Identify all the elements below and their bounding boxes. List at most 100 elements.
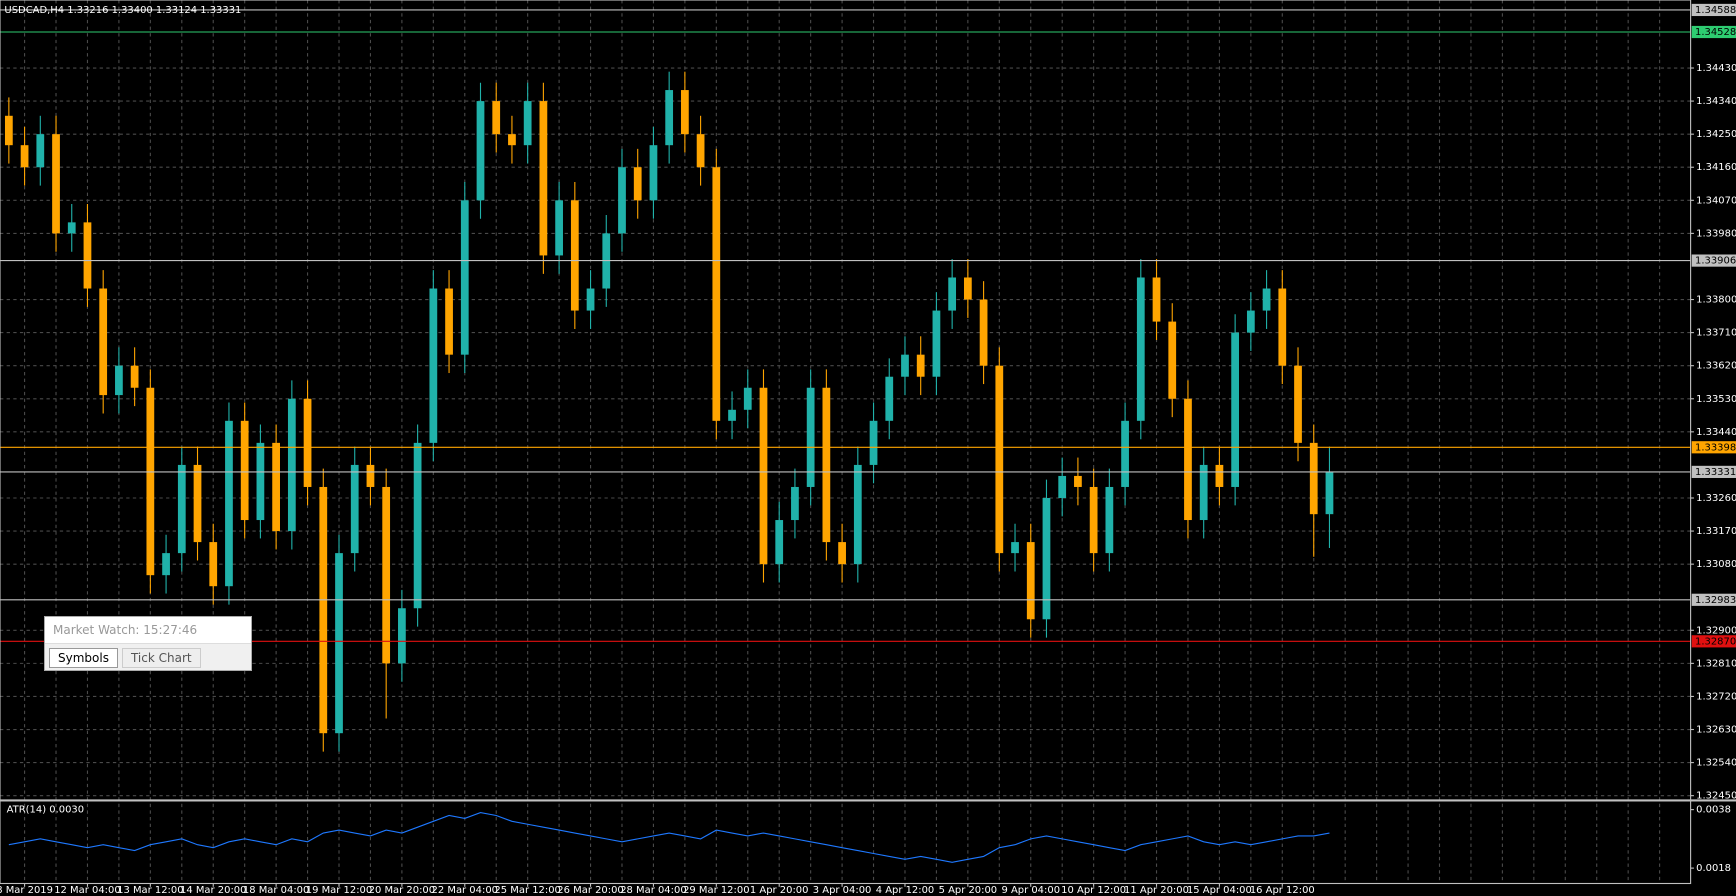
- candle-body: [791, 486, 799, 521]
- candle-body: [20, 145, 29, 168]
- price-level-label: 1.34588: [1695, 5, 1736, 16]
- candle-body: [1105, 486, 1114, 554]
- candle-body: [240, 420, 249, 521]
- candle-body: [1011, 542, 1019, 554]
- candle-body: [52, 134, 60, 234]
- candle-body: [366, 464, 375, 487]
- candle-body: [1136, 277, 1145, 421]
- price-level-box: [1691, 254, 1736, 267]
- y-tick-label: 1.32540: [1696, 758, 1736, 769]
- candle-body: [838, 542, 846, 565]
- x-tick-label: 3 Apr 04:00: [813, 885, 872, 896]
- candle-body: [146, 387, 155, 576]
- market-watch: Market Watch: 15:27:46 Symbols Tick Char…: [44, 616, 252, 671]
- candle-body: [413, 442, 422, 609]
- y-tick-label: 1.33260: [1696, 493, 1736, 504]
- y-tick-label: 1.33530: [1696, 394, 1736, 405]
- x-tick-label: 10 Apr 12:00: [1061, 885, 1126, 896]
- candle-body: [1199, 464, 1208, 521]
- candle-body: [1278, 288, 1287, 366]
- candle-body: [83, 222, 92, 289]
- candle-body: [1042, 497, 1051, 620]
- price-level-label: 1.33906: [1695, 256, 1736, 267]
- candle-body: [806, 387, 815, 487]
- candle-body: [460, 200, 469, 355]
- tab[interactable]: Symbols: [49, 648, 118, 668]
- candle-body: [696, 134, 705, 168]
- candle-body: [1058, 475, 1067, 498]
- y-tick-label: 1.32720: [1696, 691, 1736, 702]
- candle-body: [775, 520, 784, 565]
- x-tick-label: 18 Mar 04:00: [243, 885, 309, 896]
- candle-body: [869, 420, 878, 465]
- y-tick-label: 1.34340: [1696, 96, 1736, 107]
- market-watch-title: Market Watch: 15:27:46: [45, 617, 251, 644]
- candle-body: [162, 553, 170, 576]
- atr-tick-label: 0.0018: [1696, 863, 1731, 874]
- candle-body: [4, 115, 13, 146]
- y-tick-label: 1.34070: [1696, 195, 1736, 206]
- candle-body: [1309, 442, 1318, 515]
- candle-body: [963, 277, 972, 300]
- candle-body: [272, 442, 280, 532]
- y-tick-label: 1.33710: [1696, 328, 1736, 339]
- x-tick-label: 8 Mar 2019: [0, 885, 53, 896]
- candle-body: [618, 167, 626, 234]
- x-tick-label: 12 Mar 04:00: [54, 885, 120, 896]
- x-tick-label: 19 Mar 12:00: [306, 885, 372, 896]
- candle-body: [508, 134, 516, 146]
- candle-body: [948, 277, 957, 311]
- candle-body: [287, 398, 296, 532]
- candle-body: [570, 200, 579, 311]
- candle-body: [1215, 464, 1224, 487]
- price-level-label: 1.32983: [1695, 595, 1736, 606]
- candle-body: [979, 299, 988, 366]
- candle-body: [1325, 471, 1334, 515]
- x-tick-label: 29 Mar 12:00: [683, 885, 749, 896]
- price-level-box: [1691, 3, 1736, 17]
- indicator-label: ATR(14) 0.0030: [7, 804, 84, 815]
- y-tick-label: 1.34250: [1696, 129, 1736, 140]
- y-tick-label: 1.34430: [1696, 63, 1736, 74]
- candle-body: [382, 486, 391, 664]
- candle-body: [130, 365, 139, 388]
- candle-body: [99, 288, 108, 396]
- candle-body: [1026, 542, 1035, 620]
- price-level-label: 1.33331: [1695, 467, 1736, 478]
- atr-tick-label: 0.0038: [1696, 805, 1731, 816]
- chart-title: USDCAD,H4 1.33216 1.33400 1.33124 1.3333…: [4, 5, 241, 16]
- candle-body: [193, 464, 202, 543]
- candle-body: [225, 420, 233, 587]
- candle-body: [586, 288, 595, 311]
- y-tick-label: 1.32450: [1696, 791, 1736, 802]
- candle-body: [995, 365, 1004, 554]
- candle-body: [445, 288, 453, 355]
- candle-body: [932, 310, 941, 377]
- price-level-label: 1.34528: [1695, 27, 1736, 38]
- candle-body: [539, 101, 548, 256]
- candle-body: [916, 354, 925, 377]
- y-tick-label: 1.33800: [1696, 295, 1736, 306]
- x-tick-label: 14 Mar 20:00: [180, 885, 246, 896]
- marks: 1.34588 1.34528 1.33906 1.33398 1.33331 1.329…: [0, 3, 1736, 874]
- x-tick-label: 13 Mar 12:00: [117, 885, 183, 896]
- tabs: Symbols Tick Chart: [45, 644, 251, 672]
- candle-body: [1074, 475, 1082, 487]
- x-tick-label: 20 Mar 20:00: [369, 885, 435, 896]
- tab[interactable]: Tick Chart: [121, 648, 201, 668]
- x-tick-label: 26 Mar 20:00: [557, 885, 623, 896]
- candle-body: [649, 145, 658, 201]
- price-level-box: [1691, 465, 1736, 478]
- price-level-label: 1.32870: [1695, 636, 1736, 647]
- candle-body: [853, 464, 862, 565]
- candle-body: [681, 90, 689, 135]
- candle-body: [319, 486, 328, 734]
- y-tick-label: 1.32900: [1696, 625, 1736, 636]
- x-tick-label: 25 Mar 12:00: [494, 885, 560, 896]
- candle-body: [36, 134, 45, 168]
- x-tick-label: 22 Mar 04:00: [432, 885, 498, 896]
- x-tick-label: 11 Apr 20:00: [1124, 885, 1189, 896]
- candle-body: [1294, 365, 1302, 443]
- candle-body: [177, 464, 186, 554]
